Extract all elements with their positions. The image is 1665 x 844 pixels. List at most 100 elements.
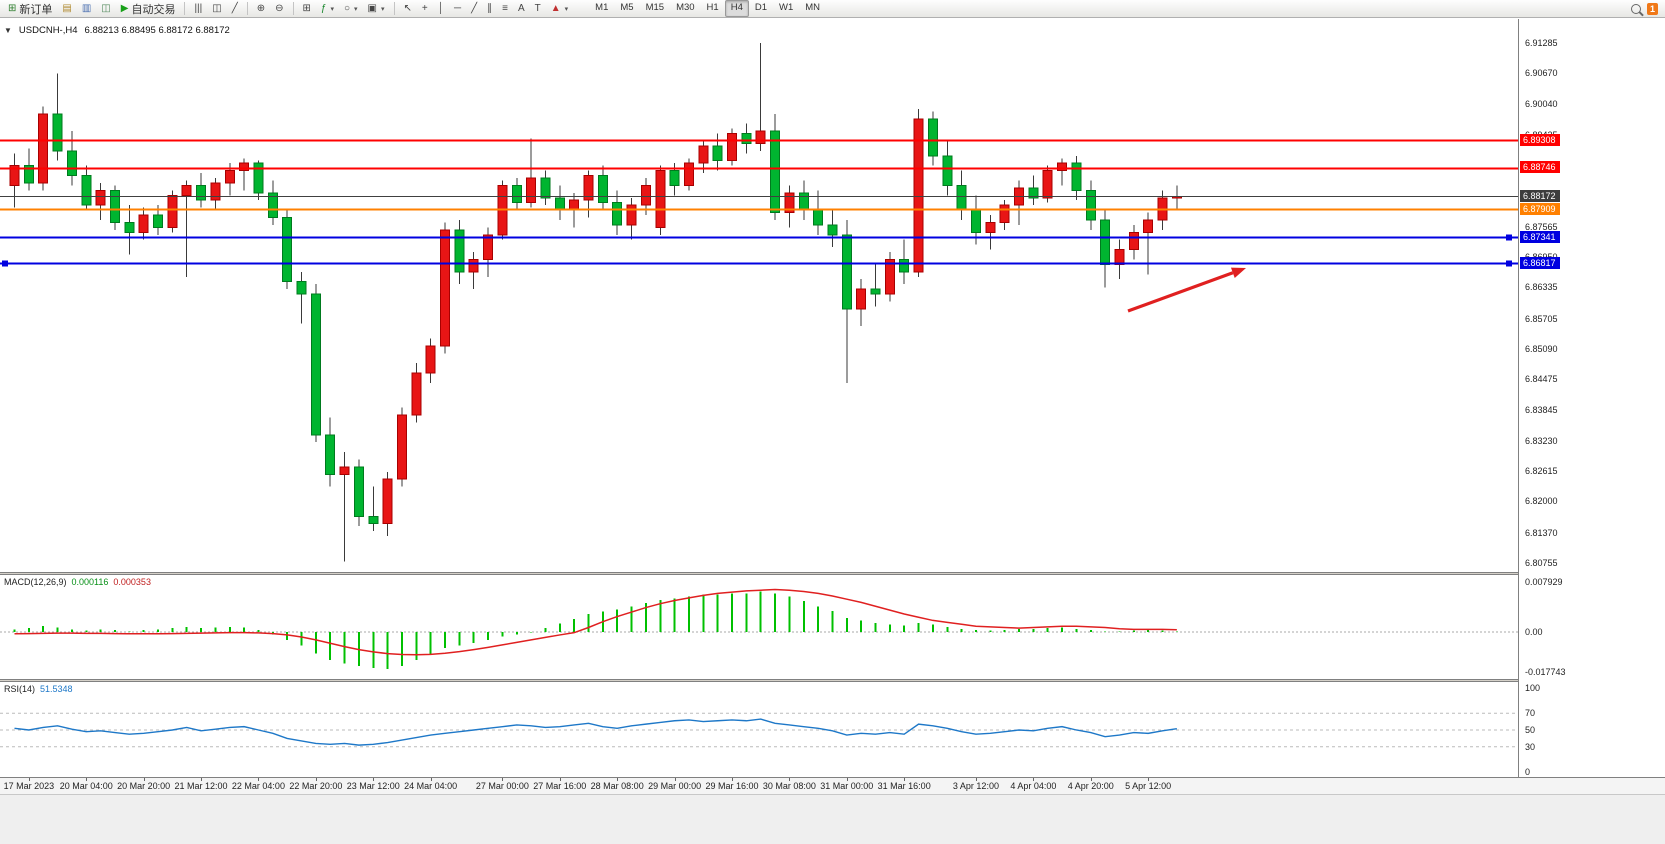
crosshair-button[interactable]: + bbox=[417, 0, 433, 18]
candle-body bbox=[884, 258, 895, 295]
periods-button[interactable]: ○ ▾ bbox=[339, 0, 363, 18]
macd-main-value: 0.000116 bbox=[71, 577, 109, 587]
terminal-window-icon[interactable]: ◫ bbox=[96, 0, 115, 18]
candle-body bbox=[9, 165, 20, 186]
time-axis-label: 23 Mar 12:00 bbox=[346, 781, 400, 791]
time-axis-label: 4 Apr 20:00 bbox=[1067, 781, 1114, 791]
time-tick bbox=[502, 778, 504, 781]
panel-splitter[interactable] bbox=[0, 679, 1665, 682]
tile-windows-button[interactable]: ⊞ bbox=[298, 0, 316, 18]
label-button[interactable]: T bbox=[530, 0, 546, 18]
time-axis-label: 31 Mar 16:00 bbox=[877, 781, 931, 791]
price-axis-label: 6.90040 bbox=[1525, 99, 1558, 110]
candle-body bbox=[310, 293, 321, 436]
timeframe-button-M30[interactable]: M30 bbox=[676, 2, 695, 13]
arrows-button[interactable]: ▲ ▾ bbox=[546, 0, 573, 18]
time-tick bbox=[86, 778, 88, 781]
hlines-layer[interactable] bbox=[0, 139, 1518, 267]
timeframe-button-W1[interactable]: W1 bbox=[779, 2, 794, 13]
search-icon[interactable] bbox=[1630, 3, 1641, 14]
bar-chart-button[interactable]: ||| bbox=[189, 0, 207, 18]
price-axis[interactable]: 6.912856.906706.900406.894256.888106.881… bbox=[1518, 19, 1665, 794]
candle-body bbox=[669, 170, 680, 186]
time-axis-label: 4 Apr 04:00 bbox=[1010, 781, 1057, 791]
label-icon: T bbox=[534, 2, 541, 14]
price-chart-panel[interactable]: ▼ USDCNH-,H4 6.88213 6.88495 6.88172 6.8… bbox=[0, 19, 1518, 572]
notification-badge[interactable]: 1 bbox=[1646, 2, 1658, 15]
channel-icon: ∥ bbox=[487, 2, 493, 14]
candle-body bbox=[153, 214, 163, 228]
timeframe-button-M15[interactable]: M15 bbox=[645, 2, 665, 13]
indicators-button[interactable]: ƒ ▾ bbox=[316, 0, 339, 18]
candle-body bbox=[540, 177, 551, 199]
profiles-icon[interactable]: ▥ bbox=[77, 0, 96, 18]
timeframe-button-H1[interactable]: H1 bbox=[706, 2, 719, 13]
timeframe-button-M5[interactable]: M5 bbox=[620, 2, 634, 13]
rsi-canvas[interactable] bbox=[0, 682, 1518, 776]
candle-body bbox=[727, 133, 737, 162]
trendline-button[interactable]: ╱ bbox=[466, 0, 482, 18]
time-axis-label: 20 Mar 04:00 bbox=[59, 781, 113, 791]
candle-body bbox=[253, 162, 264, 194]
candle-body bbox=[66, 150, 77, 177]
chart-collapse-button[interactable]: ▼ bbox=[4, 26, 12, 35]
hline-handle bbox=[1506, 234, 1512, 241]
rsi-panel[interactable]: RSI(14) 51.5348 bbox=[0, 682, 1518, 776]
price-axis-label: 6.84475 bbox=[1525, 374, 1558, 385]
timeframe-button-MN[interactable]: MN bbox=[805, 2, 821, 13]
macd-canvas[interactable] bbox=[0, 575, 1518, 679]
candle-body bbox=[1128, 231, 1139, 251]
price-axis-label: 6.82000 bbox=[1525, 496, 1558, 507]
timeframe-button-M1[interactable]: M1 bbox=[595, 2, 609, 13]
candle-body bbox=[741, 133, 752, 144]
time-axis-label: 22 Mar 04:00 bbox=[231, 781, 285, 791]
time-axis-label: 27 Mar 00:00 bbox=[475, 781, 529, 791]
text-button[interactable]: A bbox=[513, 0, 530, 18]
horizontal-line-button[interactable]: ─ bbox=[449, 0, 466, 18]
vertical-line-button[interactable]: │ bbox=[433, 0, 449, 18]
bar-chart-icon: ||| bbox=[194, 2, 203, 14]
time-axis-label: 5 Apr 12:00 bbox=[1125, 781, 1172, 791]
new-order-icon: ⊞ bbox=[8, 2, 17, 14]
auto-trading-button[interactable]: ▶ 自动交易 bbox=[116, 0, 181, 18]
macd-histogram bbox=[13, 591, 1178, 670]
time-axis[interactable]: 17 Mar 2023 20 Mar 04:00 20 Mar 20:00 21 Ma… bbox=[0, 777, 1665, 794]
horizontal-line-icon: ─ bbox=[454, 2, 462, 14]
macd-axis-max: 0.007929 bbox=[1525, 577, 1563, 587]
chart-title-row: ▼ USDCNH-,H4 6.88213 6.88495 6.88172 6.8… bbox=[4, 25, 230, 36]
line-chart-button[interactable]: ╱ bbox=[227, 0, 243, 18]
candle-body bbox=[827, 224, 838, 236]
templates-icon: ▣ bbox=[367, 2, 377, 14]
candle-body bbox=[942, 155, 953, 186]
price-axis-label: 6.82615 bbox=[1525, 466, 1558, 477]
candlestick-chart-button[interactable]: ◫ bbox=[207, 0, 226, 18]
price-chart-canvas[interactable] bbox=[0, 19, 1518, 572]
timeframe-button-H4[interactable]: H4 bbox=[724, 0, 749, 17]
cursor-button[interactable]: ↖ bbox=[399, 0, 417, 18]
macd-signal-line bbox=[14, 588, 1177, 656]
zoom-in-button[interactable]: ⊕ bbox=[252, 0, 270, 18]
arrows-icon: ▲ bbox=[550, 2, 561, 14]
candles-layer bbox=[9, 43, 1182, 562]
time-tick bbox=[846, 778, 848, 781]
candle-body bbox=[511, 184, 522, 204]
zoom-out-button[interactable]: ⊖ bbox=[270, 0, 288, 18]
timeframe-button-D1[interactable]: D1 bbox=[754, 2, 768, 13]
templates-button[interactable]: ▣ ▾ bbox=[363, 0, 390, 18]
channel-button[interactable]: ∥ bbox=[482, 0, 497, 18]
macd-panel[interactable]: MACD(12,26,9) 0.000116 0.000353 bbox=[0, 575, 1518, 679]
price-axis-label: 6.80755 bbox=[1525, 557, 1558, 568]
annotation-arrow[interactable] bbox=[1127, 267, 1246, 313]
candle-body bbox=[569, 199, 580, 211]
new-order-button[interactable]: ⊞ 新订单 bbox=[3, 0, 57, 18]
price-tag-6.87341: 6.87341 bbox=[1520, 230, 1560, 243]
candle-body bbox=[353, 466, 364, 517]
fibonacci-button[interactable]: ≡ bbox=[497, 0, 513, 18]
rsi-indicator-name: RSI(14) bbox=[4, 684, 36, 694]
chart-window-icon[interactable]: ▤ bbox=[57, 0, 76, 18]
candle-body bbox=[81, 175, 92, 206]
candle-body bbox=[856, 288, 867, 310]
panel-splitter[interactable] bbox=[0, 572, 1665, 575]
rsi-axis-label: 50 bbox=[1525, 725, 1536, 735]
price-axis-label: 6.90670 bbox=[1525, 68, 1558, 79]
